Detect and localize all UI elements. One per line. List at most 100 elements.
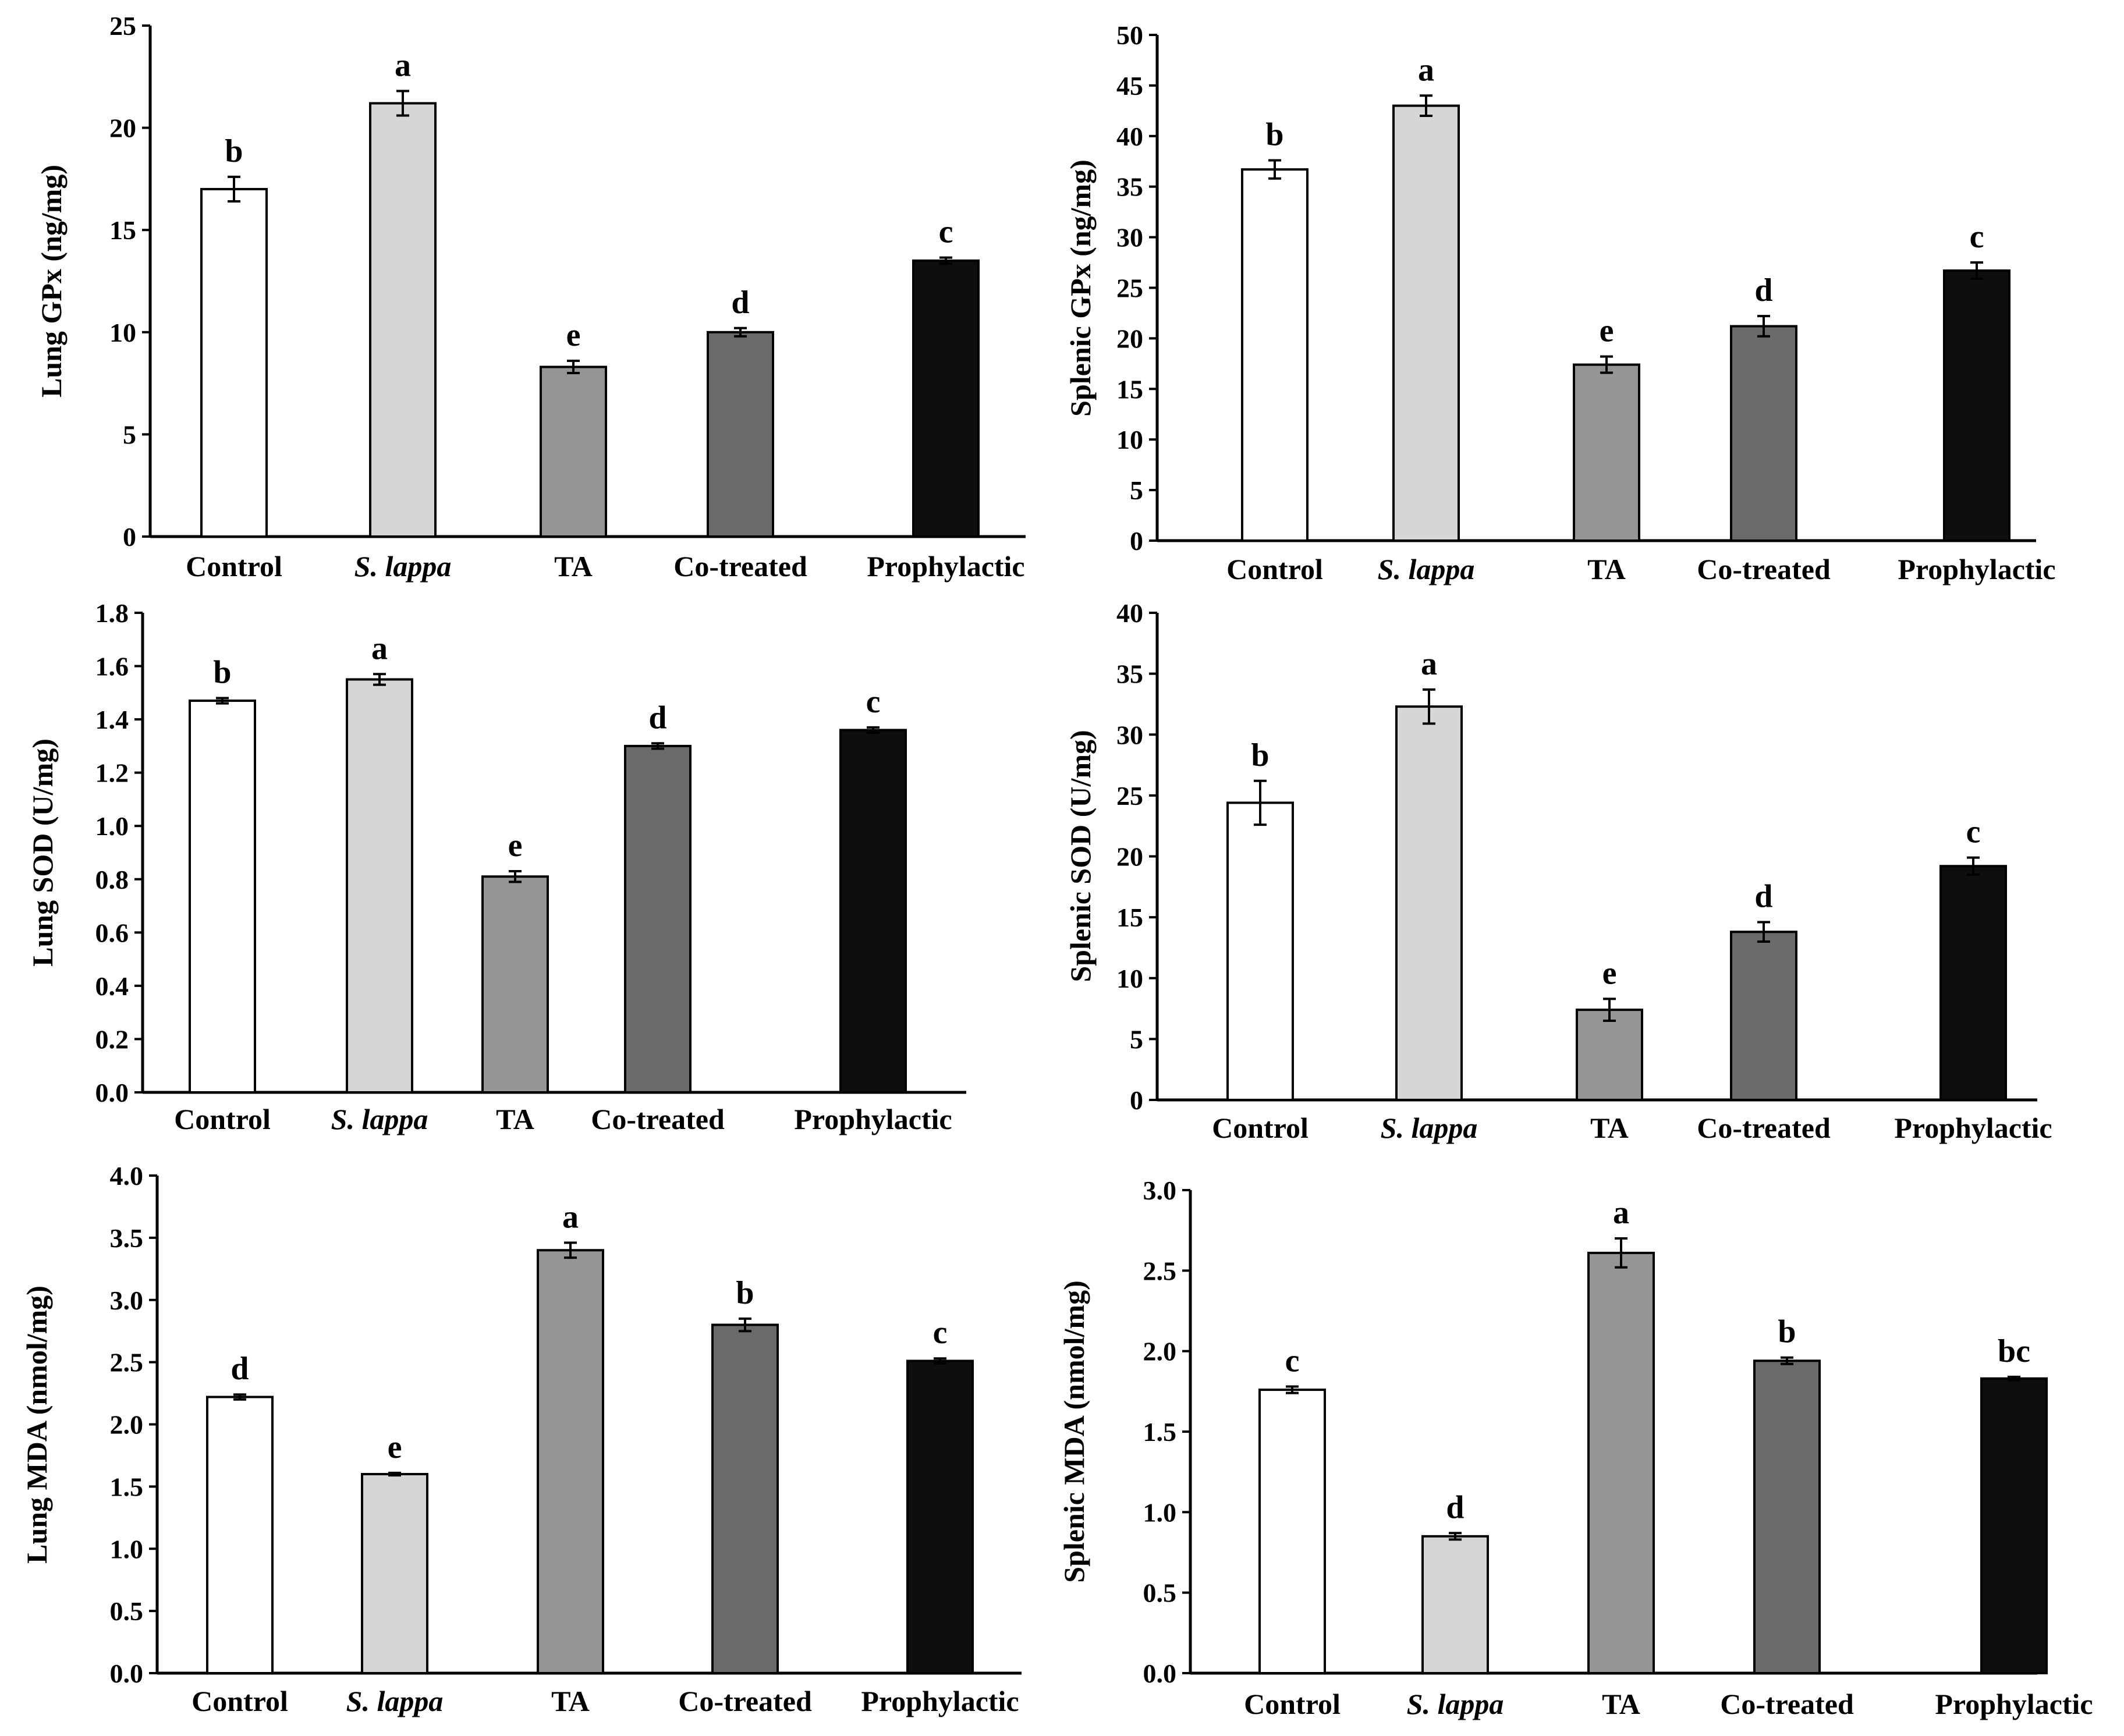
x-category-label: Prophylactic <box>794 1103 952 1135</box>
significance-letter: e <box>1602 955 1617 991</box>
y-tick-label: 20 <box>1116 324 1143 353</box>
significance-letter: a <box>395 47 411 83</box>
error-bar <box>1600 355 1613 374</box>
y-tick-label: 15 <box>109 215 136 245</box>
error-bar <box>1970 261 1983 280</box>
error-bar <box>1423 688 1435 725</box>
x-category-label: TA <box>1587 553 1626 585</box>
y-tick-label: 5 <box>1130 475 1143 505</box>
bar-co-treated <box>1730 931 1797 1101</box>
x-category-label: Prophylactic <box>861 1685 1019 1717</box>
y-tick-label: 0.5 <box>110 1596 144 1626</box>
error-bar <box>1286 1385 1299 1394</box>
bar-s-lappa <box>1392 104 1460 542</box>
bar-co-treated <box>711 1323 779 1674</box>
significance-letter: d <box>731 285 749 321</box>
y-axis-label: Lung MDA (nmol/mg) <box>20 1286 53 1564</box>
y-tick-label: 10 <box>1116 964 1143 993</box>
y-tick-label: 0 <box>1130 526 1143 556</box>
bar-control <box>189 700 256 1094</box>
y-tick-label: 10 <box>109 318 136 347</box>
x-category-label: Co-treated <box>1697 553 1831 585</box>
y-axis-label: Splenic GPx (ng/mg) <box>1064 159 1097 417</box>
x-category-label: Control <box>174 1103 271 1135</box>
bar-ta <box>1576 1009 1643 1102</box>
significance-letter: e <box>1600 313 1614 349</box>
y-tick-label: 3.5 <box>110 1223 144 1253</box>
y-tick-label: 2.5 <box>1143 1256 1177 1286</box>
chart-panel-lung-mda: 0.0 0.5 1.0 1.5 2.0 2.5 3.0 3.5 4.0 Lung MDA (nmo… <box>20 1161 1022 1717</box>
bar-s-lappa <box>361 1473 428 1674</box>
error-bar <box>1603 997 1616 1022</box>
y-tick-label: 35 <box>1116 659 1143 689</box>
error-bar <box>1449 1532 1462 1541</box>
y-tick-label: 25 <box>1116 781 1143 811</box>
y-tick-label: 35 <box>1116 172 1143 202</box>
x-category-label: Prophylactic <box>867 550 1024 583</box>
significance-letter: d <box>231 1351 249 1387</box>
chart-panel-lung-sod: 0.0 0.2 0.4 0.6 0.8 1.0 1.2 1.4 1.6 1.8 Lung SOD (… <box>26 598 966 1135</box>
x-category-label: Co-treated <box>591 1103 725 1135</box>
y-tick-label: 2.5 <box>110 1348 144 1378</box>
y-tick-label: 15 <box>1116 903 1143 932</box>
significance-letter: c <box>1970 219 1984 255</box>
x-category-label: TA <box>1590 1112 1629 1144</box>
x-category-label: S. lappa <box>1407 1688 1504 1720</box>
y-tick-label: 5 <box>123 420 136 449</box>
significance-letter: bc <box>1998 1333 2030 1369</box>
y-tick-label: 2.0 <box>110 1410 144 1440</box>
bar-s-lappa <box>346 678 413 1094</box>
y-tick-label: 0.0 <box>110 1659 144 1688</box>
x-category-label: TA <box>1602 1688 1640 1720</box>
error-bar <box>233 1393 246 1401</box>
y-tick-label: 3.0 <box>1143 1176 1177 1205</box>
error-bar <box>1268 159 1281 180</box>
bar-control <box>1258 1389 1326 1674</box>
significance-letter: c <box>933 1315 948 1351</box>
significance-letter: a <box>562 1199 579 1235</box>
x-category-label: Control <box>1226 553 1323 585</box>
y-tick-label: 1.0 <box>1143 1497 1177 1527</box>
y-tick-label: 30 <box>1116 720 1143 750</box>
y-axis-label: Lung SOD (U/mg) <box>26 739 59 967</box>
y-axis-label: Splenic MDA (nmol/mg) <box>1058 1280 1090 1582</box>
x-category-label: Prophylactic <box>1894 1112 2052 1144</box>
error-bar <box>509 870 522 883</box>
error-bar <box>1757 315 1770 338</box>
error-bar <box>1757 921 1770 943</box>
y-tick-label: 40 <box>1116 598 1143 628</box>
significance-letter: a <box>1418 52 1434 88</box>
error-bar <box>228 175 240 203</box>
error-bar <box>734 326 747 338</box>
significance-letter: d <box>648 700 666 736</box>
y-tick-label: 0.5 <box>1143 1578 1177 1608</box>
y-tick-label: 1.8 <box>95 598 129 628</box>
significance-letter: c <box>939 214 953 250</box>
error-bar <box>1967 856 1980 876</box>
x-category-label: Co-treated <box>1720 1688 1854 1720</box>
y-tick-label: 4.0 <box>110 1161 144 1191</box>
significance-letter: d <box>1754 878 1772 914</box>
chart-panel-lung-gpx: 0 5 10 15 20 25 Lung GPx (ng/mg) b Control a S. la… <box>35 11 1026 583</box>
bar-s-lappa <box>1395 705 1463 1102</box>
significance-letter: b <box>1265 117 1283 153</box>
significance-letter: d <box>1754 272 1772 308</box>
bar-ta <box>540 365 607 538</box>
bar-ta <box>1587 1251 1655 1674</box>
x-category-label: TA <box>496 1103 534 1135</box>
bar-control <box>206 1396 274 1675</box>
y-tick-label: 1.0 <box>110 1534 144 1564</box>
bar-prophylactic <box>1943 269 2010 542</box>
y-tick-label: 0.2 <box>95 1024 129 1054</box>
x-category-label: TA <box>551 1685 590 1717</box>
y-axis-label: Lung GPx (ng/mg) <box>35 165 68 397</box>
x-category-label: TA <box>554 550 593 583</box>
error-bar <box>216 697 229 705</box>
y-tick-label: 2.0 <box>1143 1337 1177 1366</box>
y-tick-label: 0.0 <box>1143 1659 1177 1688</box>
bar-control <box>1226 801 1294 1102</box>
y-tick-label: 0.8 <box>95 865 129 894</box>
significance-letter: e <box>508 828 523 864</box>
error-bar <box>564 1241 577 1259</box>
x-category-label: Control <box>1212 1112 1309 1144</box>
